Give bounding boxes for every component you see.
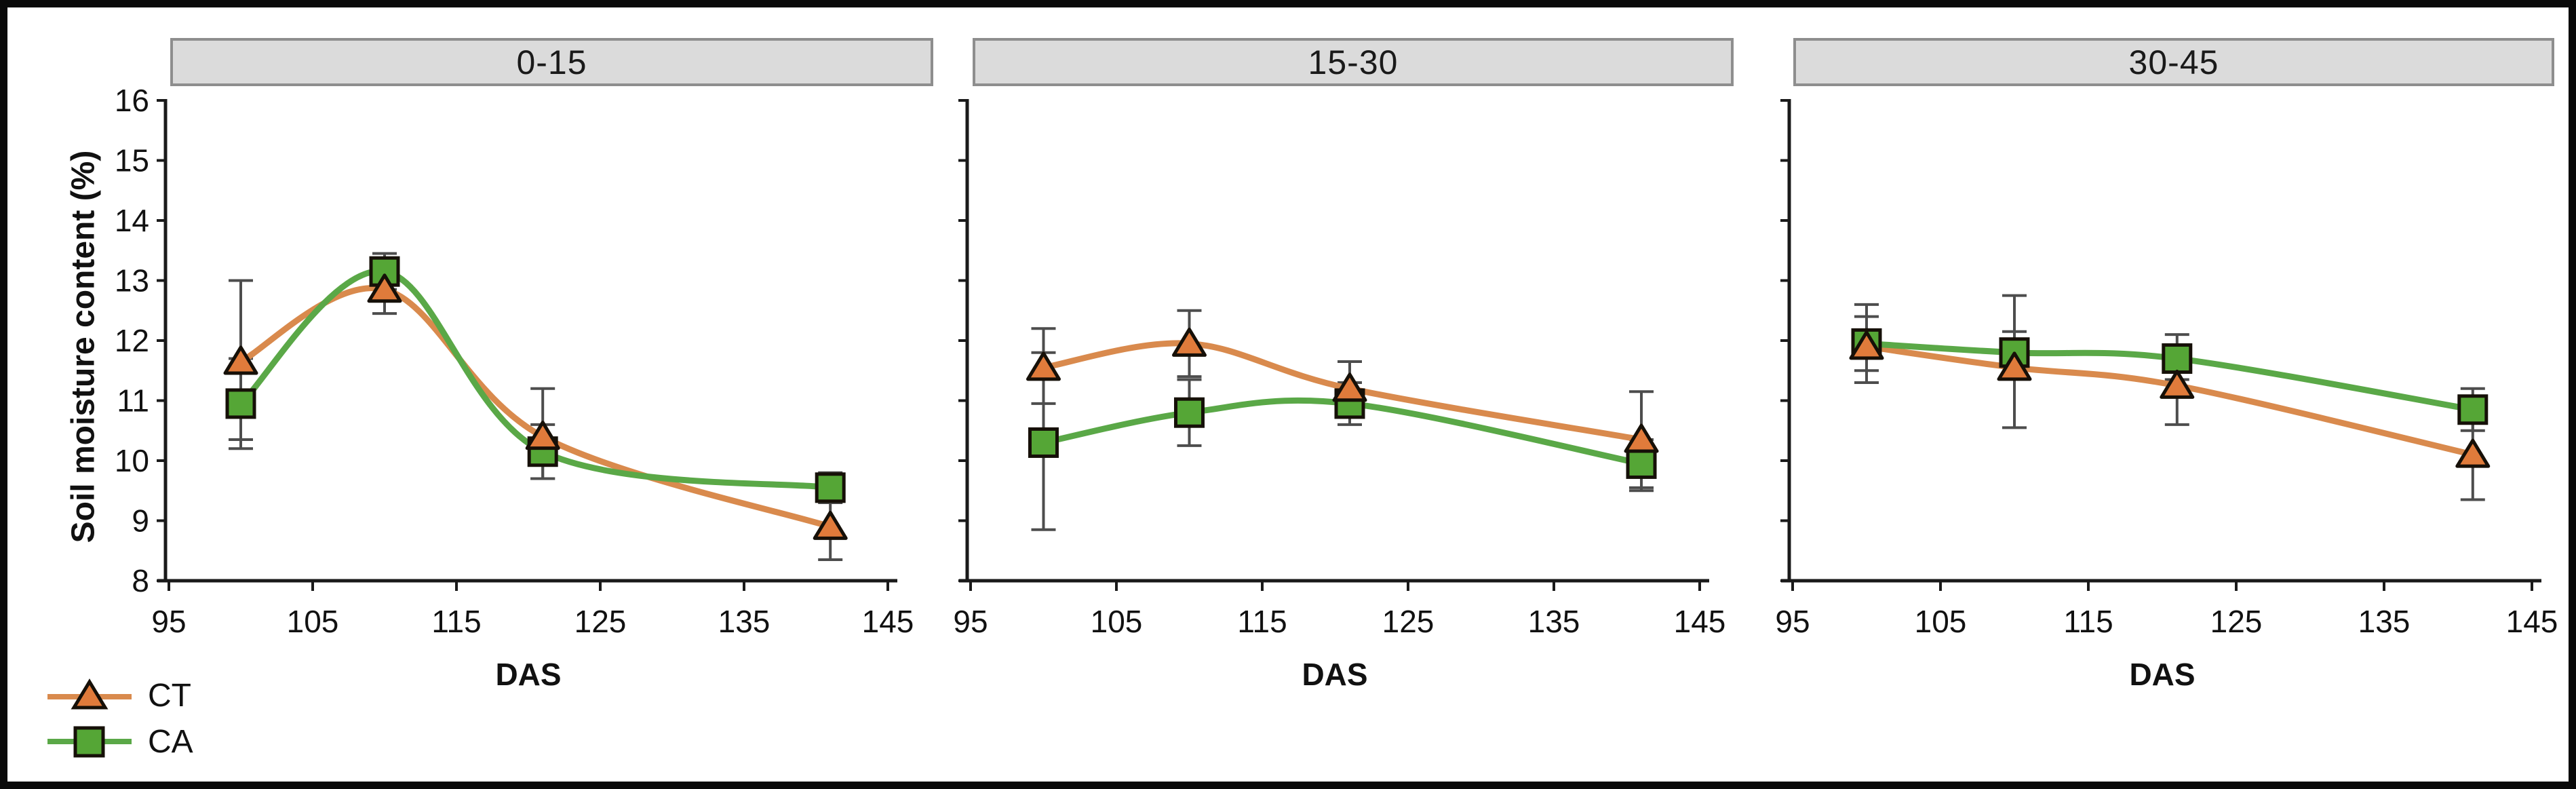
y-axis-title: Soil moisture content (%) — [65, 150, 102, 543]
y-tick-label: 11 — [117, 383, 149, 419]
error-bars — [1031, 309, 1654, 531]
x-axis-label-panel3: DAS — [2129, 657, 2196, 692]
x-tick-label: 125 — [1382, 604, 1435, 639]
series-markers-ct — [223, 273, 848, 540]
series-markers-ca — [225, 256, 846, 503]
x-tick-label: 115 — [2063, 604, 2113, 639]
ca-marker — [1028, 427, 1059, 458]
series-line-ct — [1040, 340, 1645, 443]
ca-marker — [225, 388, 256, 419]
series-markers-ca — [1851, 328, 2489, 425]
legend-item-ca: CA — [45, 723, 193, 761]
series-markers-ct — [1026, 327, 1659, 453]
panel-15-30: 95 105 115 125 135 145 — [953, 99, 1725, 639]
ct-marker — [813, 510, 848, 540]
y-tick-label: 15 — [115, 143, 149, 178]
ct-marker — [525, 421, 560, 450]
triangle-icon — [47, 678, 132, 710]
x-tick-label: 95 — [151, 604, 186, 639]
ca-marker — [369, 256, 400, 287]
panel-title: 15-30 — [1308, 43, 1399, 81]
x-tick-label: 135 — [2358, 604, 2411, 639]
y-tick-label: 9 — [132, 503, 149, 539]
panel-30-45: 95 105 115 125 135 145 — [1775, 99, 2558, 639]
x-tick-label: 105 — [287, 604, 339, 639]
ct-marker — [1624, 423, 1659, 453]
axes: 8 9 10 11 12 13 14 15 16 95 105 115 125 135 145 — [115, 83, 914, 639]
legend: CT CA — [45, 676, 193, 769]
panel-header-15-30: 15-30 — [973, 38, 1734, 86]
panel-0-15: 8 9 10 11 12 13 14 15 16 95 105 115 125 135 145 — [115, 83, 914, 639]
x-tick-label: 95 — [953, 604, 988, 639]
chart-canvas: 8 9 10 11 12 13 14 15 16 95 105 115 125 135 145 95 105 11… — [115, 83, 2558, 639]
ct-marker — [1026, 351, 1061, 381]
ca-marker — [1174, 397, 1205, 428]
x-tick-label: 125 — [574, 604, 627, 639]
ct-marker — [1997, 351, 2032, 381]
axes: 95 105 115 125 135 145 — [953, 99, 1725, 639]
y-tick-label: 10 — [115, 443, 149, 478]
ca-marker — [2457, 394, 2489, 425]
series-line-ca — [1863, 340, 2476, 413]
y-tick-label: 16 — [115, 83, 149, 118]
ct-marker — [1849, 330, 1884, 360]
x-tick-label: 115 — [1237, 604, 1287, 639]
panel-header-30-45: 30-45 — [1793, 38, 2554, 86]
square-icon — [47, 726, 132, 758]
x-axis-label-panel1: DAS — [495, 657, 562, 692]
axes: 95 105 115 125 135 145 — [1775, 99, 2558, 639]
panel-title: 30-45 — [2128, 43, 2219, 81]
series-markers-ca — [1028, 388, 1657, 479]
x-tick-label: 145 — [2506, 604, 2558, 639]
legend-item-ct: CT — [45, 676, 193, 714]
series-markers-ct — [1849, 330, 2491, 468]
x-tick-label: 145 — [862, 604, 914, 639]
ca-marker — [2162, 343, 2193, 374]
x-tick-label: 145 — [1674, 604, 1726, 639]
ca-marker — [1626, 448, 1657, 479]
series-line-ca — [237, 268, 834, 491]
ct-marker — [2455, 438, 2491, 468]
x-tick-label: 125 — [2210, 604, 2263, 639]
series-line-ca — [1040, 397, 1645, 467]
x-tick-label: 95 — [1775, 604, 1810, 639]
error-bars — [229, 252, 843, 562]
x-axis-label-panel2: DAS — [1302, 657, 1368, 692]
x-tick-label: 105 — [1915, 604, 1967, 639]
x-tick-label: 135 — [1528, 604, 1580, 639]
x-tick-label: 105 — [1091, 604, 1143, 639]
x-tick-label: 115 — [431, 604, 481, 639]
y-tick-label: 13 — [115, 263, 149, 299]
ct-marker — [1172, 327, 1207, 357]
legend-label-ca: CA — [148, 723, 193, 760]
ct-marker — [223, 345, 258, 375]
series-line-ct — [237, 285, 834, 530]
ca-marker — [815, 472, 846, 503]
y-tick-label: 12 — [115, 323, 149, 358]
ct-marker — [2160, 369, 2195, 399]
y-tick-label: 14 — [115, 203, 149, 238]
series-line-ct — [1863, 343, 2476, 458]
y-tick-label: 8 — [132, 563, 149, 598]
ct-marker — [367, 273, 402, 303]
ct-marker — [1332, 372, 1367, 402]
panel-title: 0-15 — [516, 43, 587, 81]
x-tick-label: 135 — [718, 604, 770, 639]
panel-header-0-15: 0-15 — [170, 38, 933, 86]
legend-label-ct: CT — [148, 677, 191, 714]
